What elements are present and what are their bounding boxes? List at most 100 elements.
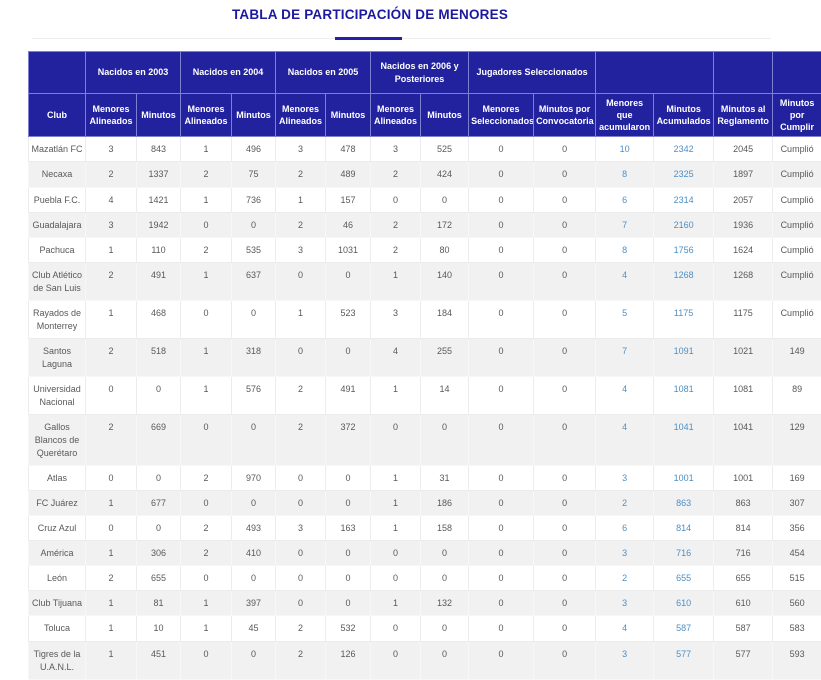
value-cell: 0 [276,262,326,300]
value-cell: 110 [137,237,181,262]
value-cell: 255 [421,338,469,376]
value-cell: 583 [773,616,821,641]
value-cell: 2 [276,162,326,187]
accumulated-value-link[interactable]: 6 [596,516,654,541]
accumulated-value-link[interactable]: 7 [596,338,654,376]
accumulated-value-link[interactable]: 716 [654,541,714,566]
value-cell: 0 [326,566,371,591]
value-cell: 0 [534,415,596,466]
accumulated-value-link[interactable]: 5 [596,300,654,338]
accumulated-value-link[interactable]: 4 [596,262,654,300]
value-cell: 0 [371,187,421,212]
value-cell: 0 [469,162,534,187]
accumulated-value-link[interactable]: 2342 [654,137,714,162]
club-name-cell: Atlas [29,466,86,491]
value-cell: 0 [534,338,596,376]
accumulated-value-link[interactable]: 587 [654,616,714,641]
value-cell: 0 [276,566,326,591]
accumulated-value-link[interactable]: 610 [654,591,714,616]
accumulated-value-link[interactable]: 3 [596,591,654,616]
value-cell: 424 [421,162,469,187]
accumulated-value-link[interactable]: 10 [596,137,654,162]
accumulated-value-link[interactable]: 1001 [654,466,714,491]
page-title: TABLA DE PARTICIPACIÓN DE MENORES [0,7,740,22]
value-cell: 637 [232,262,276,300]
value-cell: 468 [137,300,181,338]
accumulated-value-link[interactable]: 1081 [654,376,714,414]
column-header-cell: Minutos [232,94,276,137]
accumulated-value-link[interactable]: 2 [596,491,654,516]
accumulated-value-link[interactable]: 3 [596,641,654,679]
accumulated-value-link[interactable]: 655 [654,566,714,591]
value-cell: 1 [276,300,326,338]
accumulated-value-link[interactable]: 4 [596,616,654,641]
value-cell: 1 [371,591,421,616]
value-cell: 1 [181,187,232,212]
column-header-cell: Minutos por Cumplir [773,94,821,137]
value-cell: 0 [534,262,596,300]
accumulated-value-link[interactable]: 577 [654,641,714,679]
value-cell: 2 [181,516,232,541]
value-cell: 1337 [137,162,181,187]
accumulated-value-link[interactable]: 3 [596,466,654,491]
value-cell: Cumplió [773,137,821,162]
accumulated-value-link[interactable]: 4 [596,415,654,466]
value-cell: 1 [371,376,421,414]
value-cell: 0 [326,591,371,616]
column-header-cell: Menores Alineados [276,94,326,137]
value-cell: 560 [773,591,821,616]
value-cell: 1421 [137,187,181,212]
value-cell: 0 [137,376,181,414]
value-cell: 0 [469,262,534,300]
value-cell: 0 [469,376,534,414]
value-cell: 655 [137,566,181,591]
value-cell: 1 [181,338,232,376]
value-cell: 493 [232,516,276,541]
club-name-cell: Necaxa [29,162,86,187]
value-cell: 610 [714,591,773,616]
value-cell: 1 [371,466,421,491]
value-cell: 0 [326,491,371,516]
value-cell: 132 [421,591,469,616]
accumulated-value-link[interactable]: 2325 [654,162,714,187]
accumulated-value-link[interactable]: 2 [596,566,654,591]
accumulated-value-link[interactable]: 8 [596,237,654,262]
value-cell: 0 [371,616,421,641]
accumulated-value-link[interactable]: 7 [596,212,654,237]
value-cell: 1936 [714,212,773,237]
accumulated-value-link[interactable]: 814 [654,516,714,541]
accumulated-value-link[interactable]: 8 [596,162,654,187]
value-cell: 2045 [714,137,773,162]
accumulated-value-link[interactable]: 4 [596,376,654,414]
value-cell: Cumplió [773,300,821,338]
accumulated-value-link[interactable]: 2314 [654,187,714,212]
club-name-cell: Puebla F.C. [29,187,86,212]
accumulated-value-link[interactable]: 1175 [654,300,714,338]
value-cell: 0 [469,187,534,212]
value-cell: 158 [421,516,469,541]
accumulated-value-link[interactable]: 6 [596,187,654,212]
club-name-cell: Rayados de Monterrey [29,300,86,338]
accumulated-value-link[interactable]: 1268 [654,262,714,300]
value-cell: 677 [137,491,181,516]
value-cell: 0 [276,541,326,566]
accumulated-value-link[interactable]: 863 [654,491,714,516]
accumulated-value-link[interactable]: 3 [596,541,654,566]
column-header-cell: Minutos [421,94,469,137]
value-cell: 1897 [714,162,773,187]
accumulated-value-link[interactable]: 2160 [654,212,714,237]
value-cell: 0 [421,187,469,212]
title-divider [32,38,771,41]
accumulated-value-link[interactable]: 1091 [654,338,714,376]
accumulated-value-link[interactable]: 1756 [654,237,714,262]
value-cell: 491 [326,376,371,414]
accumulated-value-link[interactable]: 1041 [654,415,714,466]
value-cell: 1 [371,491,421,516]
value-cell: 0 [469,541,534,566]
value-cell: 1 [86,616,137,641]
value-cell: 0 [469,491,534,516]
